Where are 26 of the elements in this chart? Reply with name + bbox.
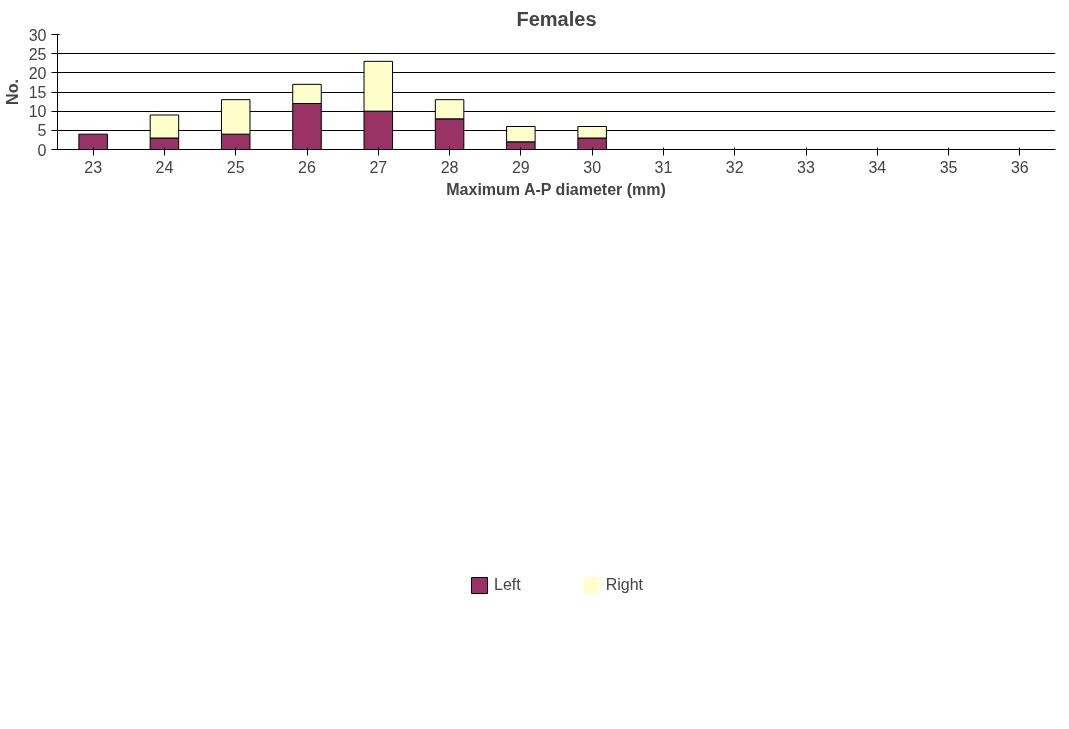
y-tick-label: 10 bbox=[28, 103, 47, 121]
x-tick-label: 28 bbox=[440, 158, 459, 176]
x-tick-label: 26 bbox=[298, 158, 316, 176]
y-tick-label: 20 bbox=[28, 64, 47, 82]
x-tick-label: 30 bbox=[583, 158, 602, 176]
x-tick-label: 31 bbox=[654, 158, 673, 176]
x-tick-label: 25 bbox=[226, 158, 245, 176]
y-tick-label: 30 bbox=[28, 26, 47, 44]
x-axis-title: Maximum A-P diameter (mm) bbox=[446, 180, 666, 198]
x-tick-label: 27 bbox=[369, 158, 388, 176]
y-axis-title: No. bbox=[3, 79, 21, 105]
chart-title: Females bbox=[516, 7, 597, 30]
y-tick-label: 0 bbox=[37, 141, 47, 159]
x-tick-label: 24 bbox=[155, 158, 174, 176]
x-tick-label: 29 bbox=[511, 158, 530, 176]
y-tick-label: 25 bbox=[28, 45, 47, 63]
x-tick-label: 35 bbox=[939, 158, 958, 176]
x-tick-label: 36 bbox=[1010, 158, 1029, 176]
x-tick-label: 23 bbox=[84, 158, 103, 176]
legend-label: Right bbox=[605, 576, 644, 594]
x-tick-label: 33 bbox=[797, 158, 815, 176]
x-tick-label: 32 bbox=[725, 158, 744, 176]
y-tick-label: 15 bbox=[28, 84, 47, 101]
x-tick-label: 34 bbox=[868, 158, 887, 176]
legend-label: Left bbox=[493, 576, 521, 594]
y-tick-label: 5 bbox=[37, 122, 47, 140]
